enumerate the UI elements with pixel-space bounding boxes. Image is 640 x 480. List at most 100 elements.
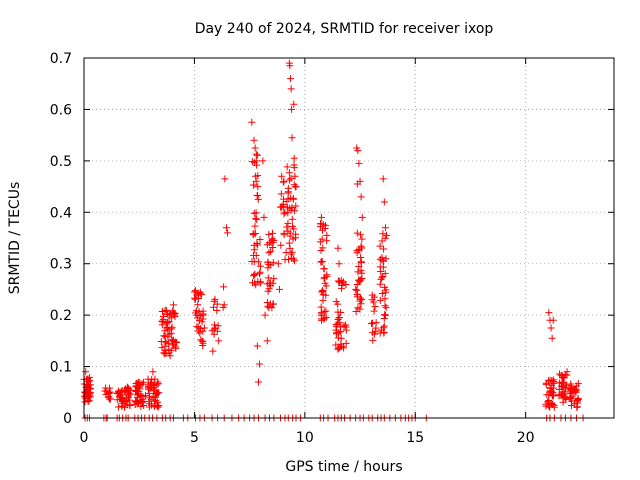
data-point [286,244,294,252]
data-point [290,161,298,169]
data-point [284,189,292,197]
data-point [254,191,262,199]
data-point [125,390,133,398]
data-point [269,259,277,267]
data-point [545,402,553,410]
data-point [191,288,199,296]
y-tick-label: 0.2 [50,308,72,324]
data-point [550,403,558,411]
data-point [357,300,365,308]
y-tick-label: 0.1 [50,360,72,376]
data-point [342,339,350,347]
data-point [278,172,286,180]
data-point [287,85,295,93]
data-point [323,237,331,245]
data-point [545,309,553,317]
data-point [320,265,328,273]
data-point [134,390,142,398]
data-point [316,223,324,231]
data-point [281,208,289,216]
data-point [252,177,260,185]
data-point [291,207,299,215]
data-point [288,215,296,223]
data-point [160,313,168,321]
data-point [357,276,365,284]
data-point [106,388,114,396]
data-point [135,378,143,386]
data-point [357,253,365,261]
data-point [282,249,290,257]
data-point [352,307,360,315]
data-point [255,258,263,266]
data-point [168,323,176,331]
data-point [209,347,217,355]
data-points [80,59,587,422]
data-point [224,229,232,237]
x-tick-label: 20 [517,430,535,446]
data-point [256,360,264,368]
data-point [277,241,285,249]
data-point [141,391,149,399]
data-point [353,286,361,294]
data-point [256,235,264,243]
data-point [546,388,554,396]
data-point [131,386,139,394]
data-point [288,248,296,256]
data-point [148,376,156,384]
y-tick-label: 0 [63,411,72,427]
data-point [370,293,378,301]
data-point [220,301,228,309]
data-point [249,230,257,238]
data-point [267,248,275,256]
data-point [144,384,152,392]
data-point [269,238,277,246]
data-point [355,263,363,271]
data-point [380,322,388,330]
data-point [265,285,273,293]
data-point [285,176,293,184]
data-point [158,344,166,352]
data-point [382,286,390,294]
data-point [194,301,202,309]
data-point [288,222,296,230]
data-point [285,239,293,247]
y-tick-label: 0.6 [50,102,72,118]
data-point [133,400,141,408]
data-point [280,231,288,239]
data-point [169,301,177,309]
data-point [138,398,146,406]
data-point [252,150,260,158]
data-point [85,392,93,400]
y-tick-label: 0.4 [50,205,72,221]
data-point [333,323,341,331]
data-point [199,311,207,319]
data-point [162,339,170,347]
data-point [164,333,172,341]
y-tick-label: 0.5 [50,154,72,170]
data-point [342,323,350,331]
data-point [280,177,288,185]
data-point [320,308,328,316]
data-point [263,298,271,306]
data-point [334,315,342,323]
data-point [250,209,258,217]
data-point [318,312,326,320]
data-point [102,390,110,398]
data-point [172,344,180,352]
data-point [292,183,300,191]
data-point [105,390,113,398]
data-point [222,224,230,232]
data-point [561,371,569,379]
data-point [161,306,169,314]
data-point [548,334,556,342]
data-point [380,245,388,253]
data-point [354,147,362,155]
data-point [378,289,386,297]
data-point [337,328,345,336]
data-point [337,334,345,342]
data-point [559,398,567,406]
data-point [259,157,267,165]
data-point [317,213,325,221]
data-point [285,255,293,263]
data-point [334,277,342,285]
